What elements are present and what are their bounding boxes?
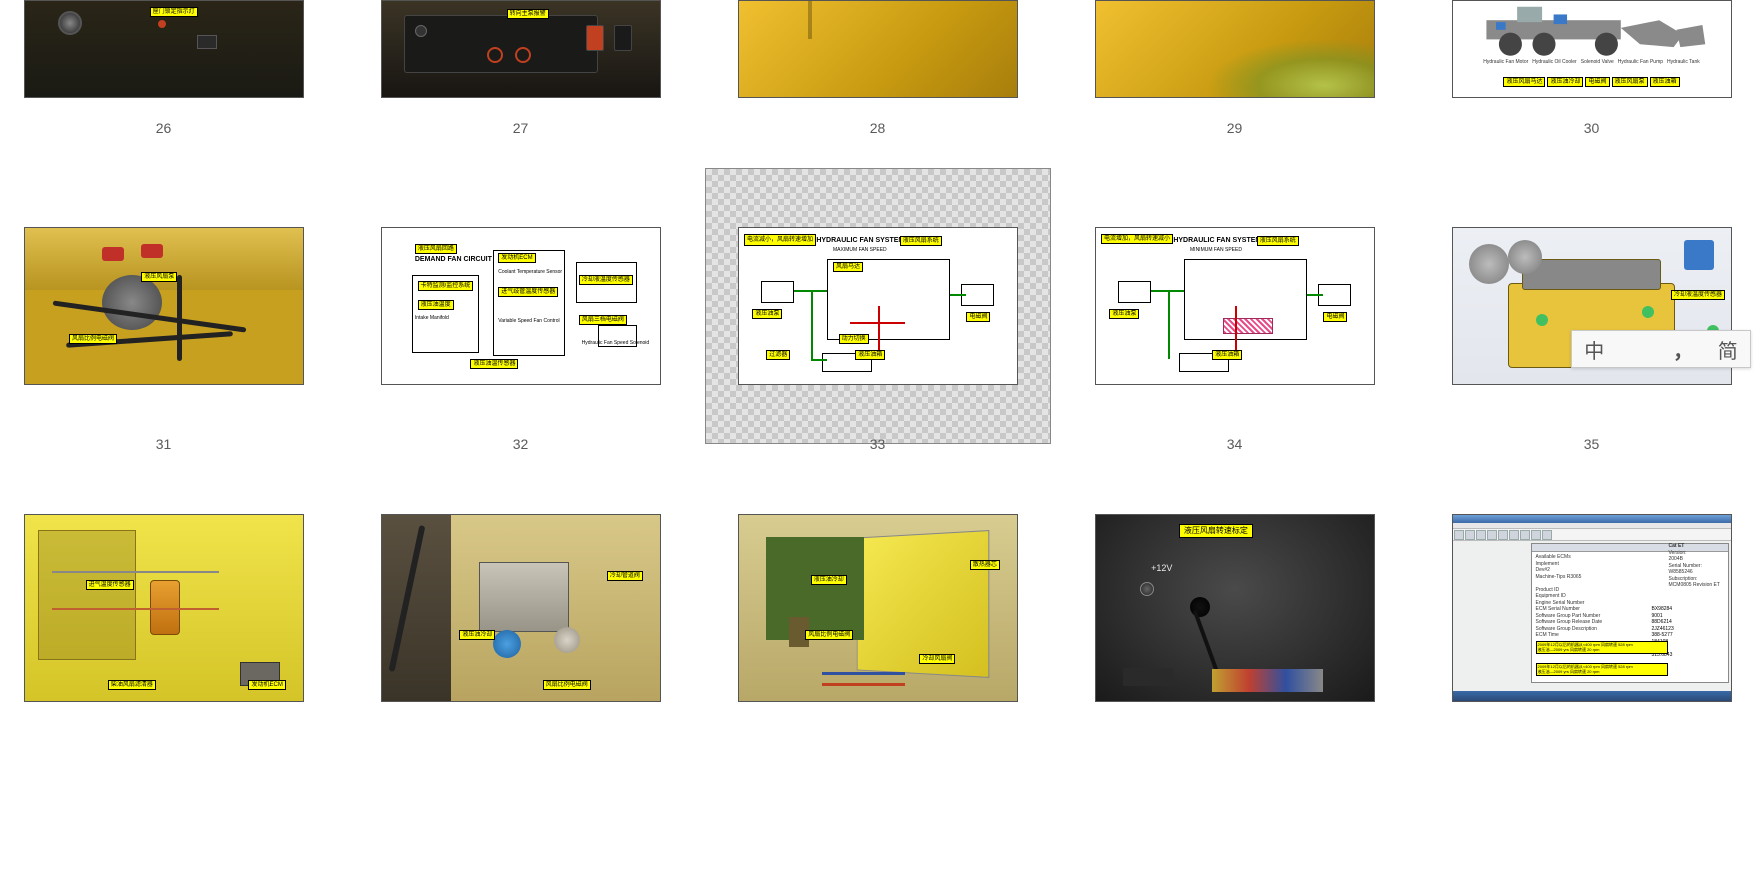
slide-cell-26: 座门锁定指示灯 26: [10, 0, 317, 196]
slide-thumb-26[interactable]: 座门锁定指示灯: [24, 0, 304, 98]
slide-cell-34: 电流增加，风扇转速减小 HYDRAULIC FAN SYSTEM 液压风扇系统 …: [1081, 196, 1388, 512]
slide-thumb-30[interactable]: Hydraulic Fan Motor Hydraulic Oil Cooler…: [1452, 0, 1732, 98]
slide-thumb-28[interactable]: [738, 0, 1018, 98]
label: 座门锁定指示灯: [150, 7, 198, 17]
slide-sorter-grid: 座门锁定指示灯 26 转向主泵报警 27 28 29: [0, 0, 1755, 702]
slide-thumb-27[interactable]: 转向主泵报警: [381, 0, 661, 98]
loader-label-row: 液压风扇马达 液压油冷却 电磁阀 液压风扇泵 液压油箱: [1453, 77, 1731, 87]
slide-cell-30: Hydraulic Fan Motor Hydraulic Oil Cooler…: [1438, 0, 1745, 196]
slide-number: 32: [513, 436, 529, 452]
slide-cell-28: 28: [724, 0, 1031, 196]
ime-charset-button[interactable]: 简: [1712, 335, 1744, 364]
slide-number: 30: [1584, 120, 1600, 136]
slide-thumb-40[interactable]: Available ECMs Implement Dev#2 Machine-T…: [1452, 514, 1732, 702]
slide-cell-27: 转向主泵报警 27: [367, 0, 674, 196]
slide-cell-38: 液压油冷却 风扇比例电磁阀 冷却风扇阀 散热器芯 38: [724, 512, 1031, 702]
slide-thumb-39[interactable]: 液压风扇转速标定 +12V: [1095, 514, 1375, 702]
loader-diagram-icon: [1453, 1, 1731, 59]
slide-thumb-31[interactable]: 液压风扇泵 风扇比例电磁阀: [24, 227, 304, 385]
ime-punct-button[interactable]: ，: [1667, 335, 1699, 364]
slide-number: 34: [1227, 436, 1243, 452]
slide-cell-33: 电流减小，风扇转速增加 HYDRAULIC FAN SYSTEM 液压风扇系统 …: [724, 196, 1031, 512]
slide-thumb-37[interactable]: 液压油冷却 风扇比例电磁阀 冷却管道阀: [381, 514, 661, 702]
slide-cell-36: 进气温度传感器 柴油风扇滤清器 发动机ECM 36: [10, 512, 317, 702]
slide-thumb-34[interactable]: 电流增加，风扇转速减小 HYDRAULIC FAN SYSTEM 液压风扇系统 …: [1095, 227, 1375, 385]
slide-cell-40: Available ECMs Implement Dev#2 Machine-T…: [1438, 512, 1745, 702]
slide-number: 31: [156, 436, 172, 452]
slide-thumb-38[interactable]: 液压油冷却 风扇比例电磁阀 冷却风扇阀 散热器芯: [738, 514, 1018, 702]
slide-thumb-32[interactable]: 液压风扇回路 DEMAND FAN CIRCUIT 卡特监测/监控系统 液压油温…: [381, 227, 661, 385]
slide-thumb-36[interactable]: 进气温度传感器 柴油风扇滤清器 发动机ECM: [24, 514, 304, 702]
slide-number: 27: [513, 120, 529, 136]
slide-number: 33: [870, 436, 886, 452]
slide-thumb-29[interactable]: [1095, 0, 1375, 98]
slide-cell-31: 液压风扇泵 风扇比例电磁阀 31: [10, 196, 317, 512]
slide-number: 28: [870, 120, 886, 136]
ime-lang-button[interactable]: 中: [1578, 335, 1610, 364]
slide-cell-37: 液压油冷却 风扇比例电磁阀 冷却管道阀 37: [367, 512, 674, 702]
ime-mode-icon[interactable]: [1623, 336, 1655, 362]
slide-cell-29: 29: [1081, 0, 1388, 196]
ime-toolbar[interactable]: 中 ， 简: [1571, 330, 1751, 368]
label: 转向主泵报警: [507, 9, 549, 19]
slide-number: 35: [1584, 436, 1600, 452]
slide-cell-39: 液压风扇转速标定 +12V 39: [1081, 512, 1388, 702]
slide-thumb-33[interactable]: 电流减小，风扇转速增加 HYDRAULIC FAN SYSTEM 液压风扇系统 …: [738, 227, 1018, 385]
slide-cell-32: 液压风扇回路 DEMAND FAN CIRCUIT 卡特监测/监控系统 液压油温…: [367, 196, 674, 512]
slide-number: 26: [156, 120, 172, 136]
slide-number: 29: [1227, 120, 1243, 136]
